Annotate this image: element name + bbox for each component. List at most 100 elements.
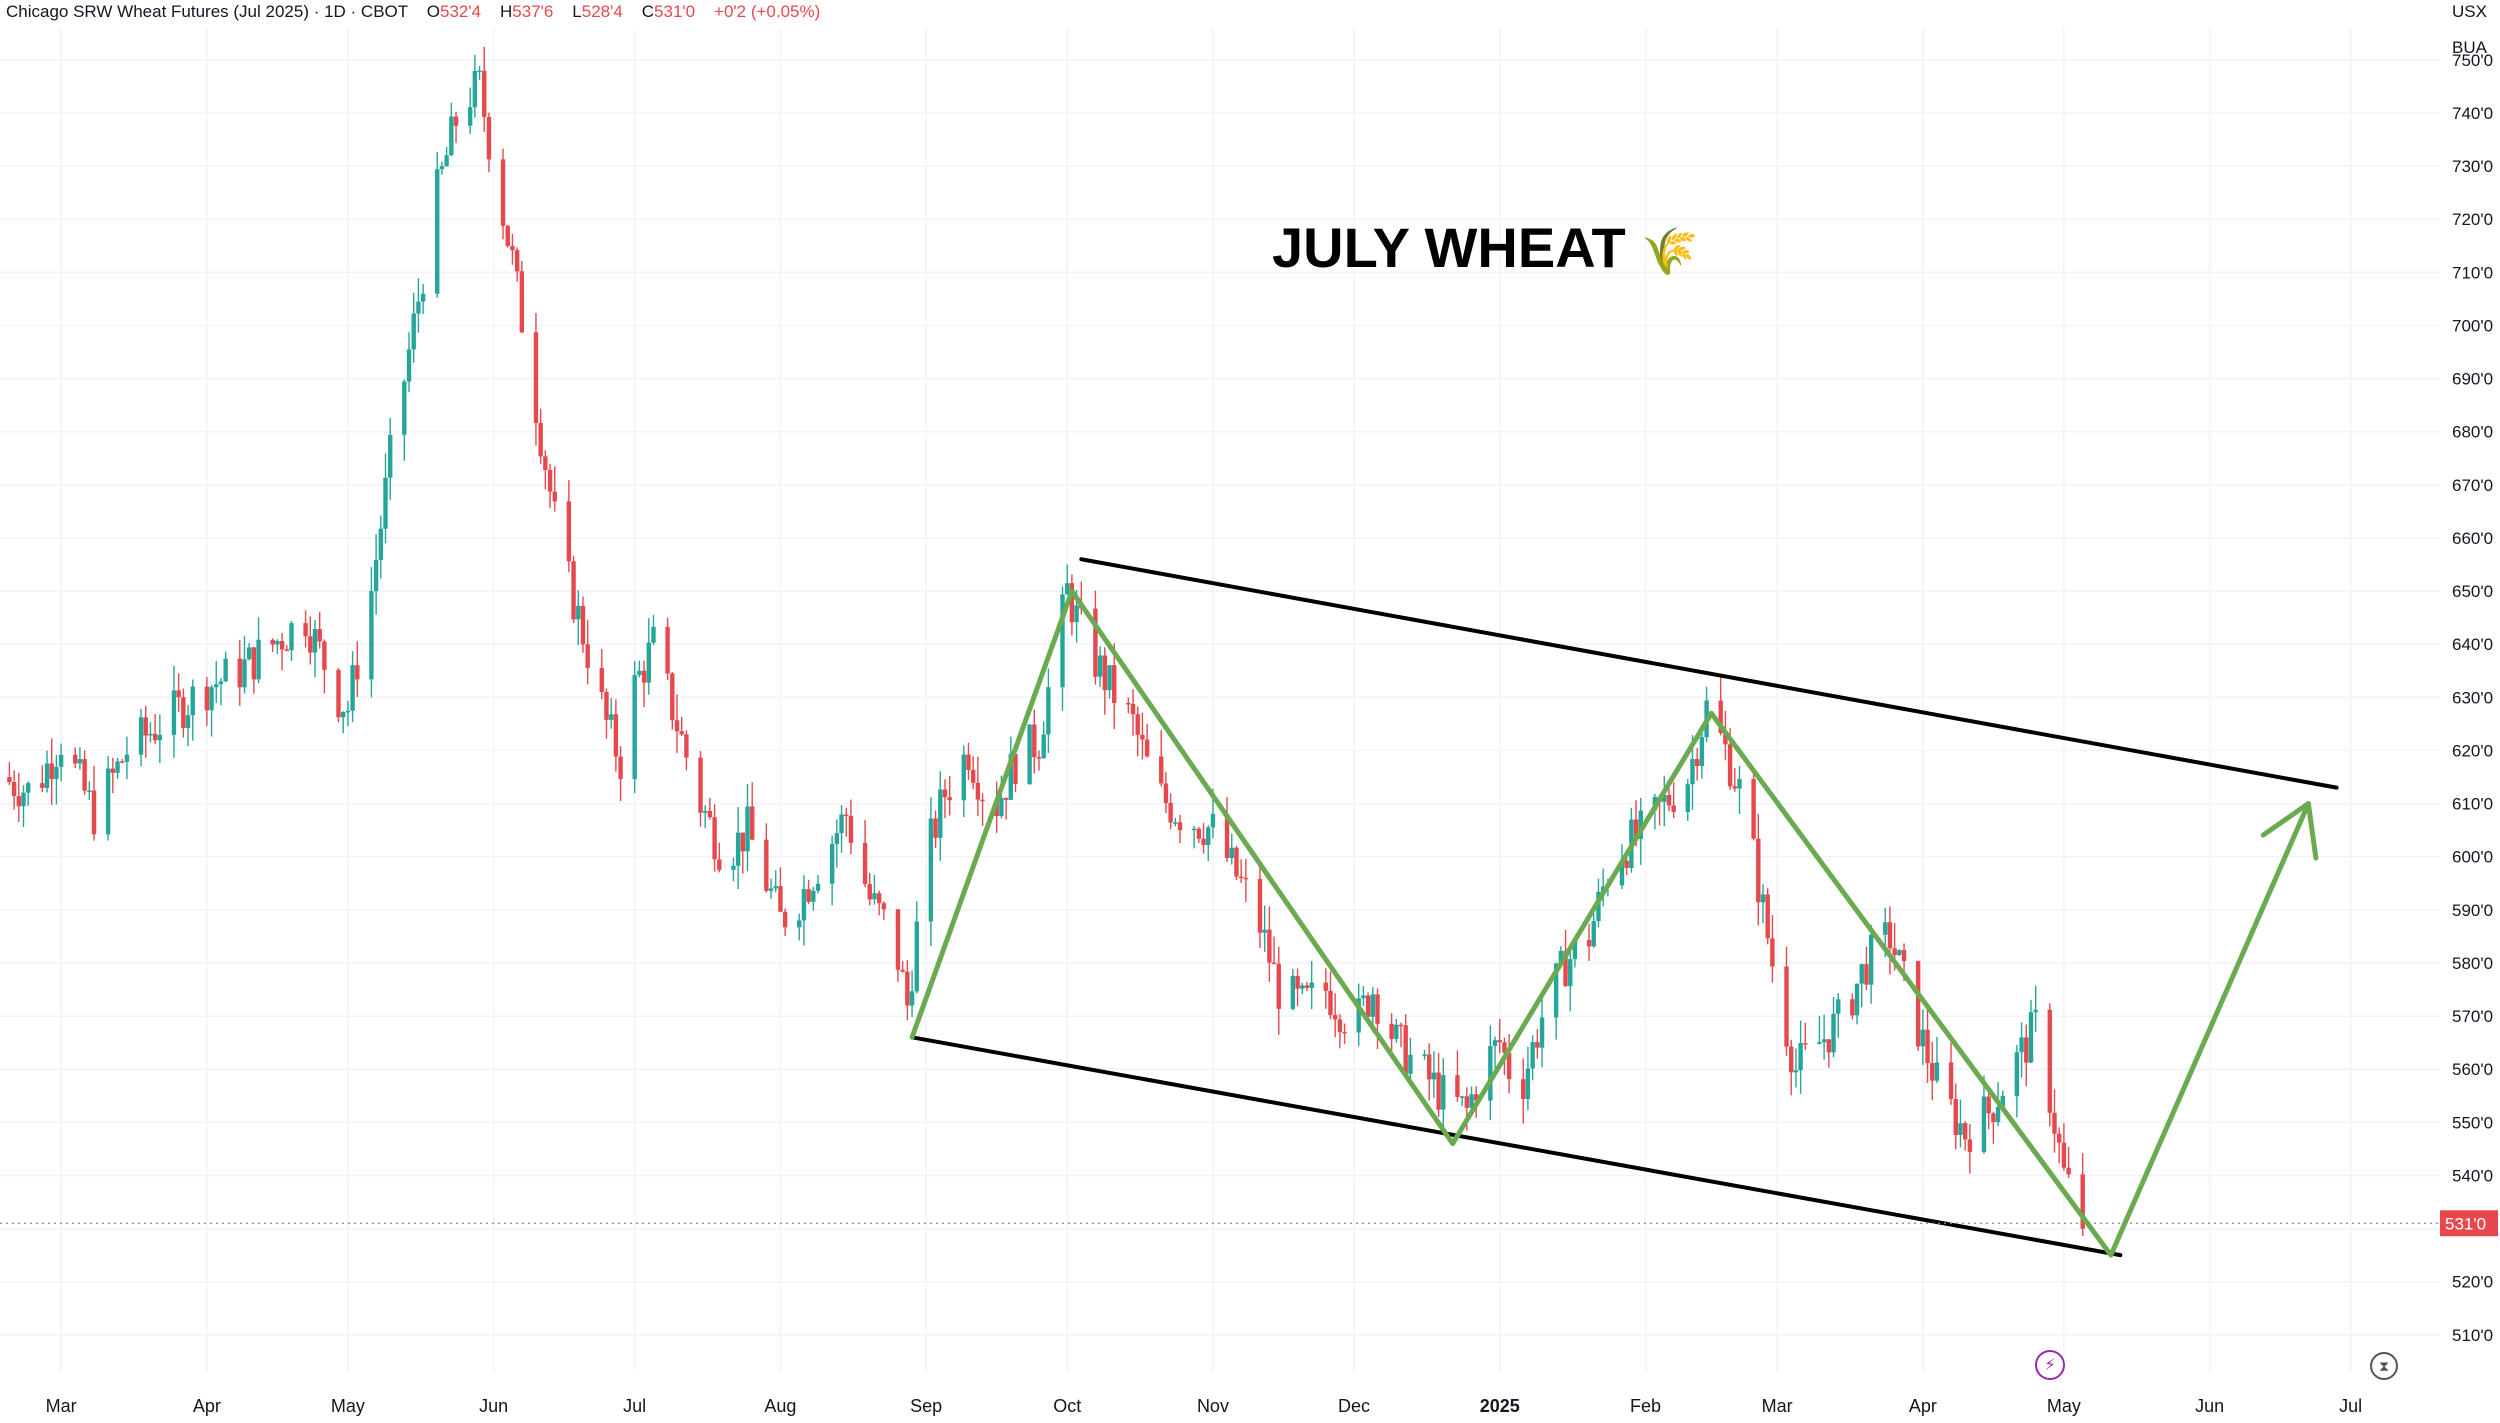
candle-body: [1309, 982, 1314, 988]
candle-body: [618, 756, 623, 780]
y-tick-label: 510'0: [2452, 1326, 2493, 1345]
candle-body: [1568, 959, 1573, 987]
candle-body: [651, 626, 656, 643]
candle-body: [707, 810, 713, 818]
annotation-title[interactable]: JULY WHEAT 🌾: [1272, 215, 1699, 280]
y-tick-label: 610'0: [2452, 795, 2493, 814]
candle-body: [350, 665, 355, 711]
candle-body: [1535, 1042, 1540, 1048]
x-tick-label: Jul: [2339, 1396, 2362, 1416]
last-price-tag: [2440, 1210, 2498, 1237]
candle-body: [2061, 1142, 2067, 1168]
candle-body: [185, 715, 191, 729]
unit-label[interactable]: BUA: [2452, 38, 2487, 57]
candle-body: [1375, 994, 1380, 1024]
candle-body: [1464, 1096, 1470, 1108]
candle-body: [679, 731, 684, 735]
y-tick-label: 740'0: [2452, 104, 2493, 123]
replay-icon[interactable]: ⧗: [2370, 1352, 2398, 1380]
candle-body: [171, 690, 177, 735]
candle-body: [1140, 734, 1145, 740]
candle-body: [670, 673, 675, 721]
candle-body: [613, 714, 619, 757]
candle-body: [1751, 779, 1756, 839]
candle-body: [124, 754, 130, 762]
last-price-tag-label: 531'0: [2445, 1214, 2486, 1233]
y-tick-label: 670'0: [2452, 476, 2493, 495]
candle-body: [1826, 1039, 1832, 1053]
candle-body: [1276, 963, 1281, 1009]
candle-body: [242, 659, 247, 688]
candle-body: [1267, 929, 1272, 963]
candle-body: [336, 669, 341, 718]
change-value: +0'2 (+0.05%): [714, 2, 821, 21]
candle-body: [1596, 891, 1601, 922]
candle-body: [1864, 964, 1869, 985]
candle-body: [768, 888, 774, 891]
candle-body: [303, 623, 308, 637]
y-tick-label: 630'0: [2452, 688, 2493, 707]
candle-body: [237, 658, 242, 688]
y-tick-label: 580'0: [2452, 954, 2493, 973]
candle-body: [1633, 819, 1639, 839]
y-tick-label: 650'0: [2452, 582, 2493, 601]
candle-body: [1821, 1039, 1827, 1043]
candle-body: [1459, 1096, 1465, 1098]
candle-body: [345, 710, 351, 713]
candle-body: [256, 639, 261, 680]
x-tick-label: Jun: [2195, 1396, 2224, 1416]
candle-body: [1784, 966, 1789, 1047]
candle-body: [1831, 1013, 1836, 1053]
candle-body: [1563, 950, 1568, 987]
candle-body: [209, 687, 214, 711]
candle-body: [1224, 813, 1230, 858]
currency-label[interactable]: USX: [2452, 2, 2487, 21]
candle-body: [1732, 786, 1737, 789]
candle-body: [16, 796, 22, 807]
y-tick-label: 590'0: [2452, 901, 2493, 920]
time-axis: Mar Apr May Jun Jul Aug Sep Oct Nov Dec 2025 Feb Mar…: [46, 1396, 2363, 1416]
candle-body: [867, 884, 872, 900]
candle-body: [1694, 759, 1700, 767]
candle-body: [1586, 940, 1592, 947]
candle-body: [373, 559, 379, 592]
candle-body: [1474, 1094, 1479, 1101]
candle-body: [1093, 608, 1098, 677]
candle-body: [585, 644, 590, 668]
candle-body: [2019, 1037, 2024, 1053]
candle-body: [684, 734, 689, 758]
candle-body: [514, 250, 520, 272]
candle-body: [1662, 794, 1667, 802]
candle-body: [900, 969, 905, 972]
x-tick-label: Jun: [479, 1396, 508, 1416]
candle-body: [505, 225, 510, 246]
candle-body: [152, 733, 158, 741]
candle-body: [1130, 704, 1136, 715]
candle-body: [58, 754, 64, 767]
y-tick-label: 700'0: [2452, 316, 2493, 335]
candle-body: [1901, 950, 1907, 962]
candle-body: [538, 422, 543, 457]
candle-body: [698, 757, 703, 813]
candle-body: [566, 501, 572, 562]
candle-body: [1591, 921, 1596, 947]
y-tick-label: 660'0: [2452, 529, 2493, 548]
candle-body: [11, 782, 17, 797]
candle-body: [439, 166, 445, 170]
candle-body: [246, 647, 252, 660]
candle-body: [1770, 938, 1775, 967]
candle-body: [1238, 876, 1244, 879]
candle-body: [1958, 1123, 1963, 1135]
candle-body: [1300, 985, 1305, 989]
low-value: 528'4: [581, 2, 623, 21]
annotation-title-text: JULY WHEAT: [1272, 216, 1626, 279]
flash-icon[interactable]: ⚡: [2035, 1350, 2065, 1380]
y-tick-label: 640'0: [2452, 635, 2493, 654]
symbol-title[interactable]: Chicago SRW Wheat Futures (Jul 2025) · 1…: [6, 2, 408, 21]
candle-body: [1337, 1019, 1343, 1032]
candle-body: [731, 865, 736, 870]
candle-body: [674, 720, 680, 732]
candle-body: [2014, 1052, 2020, 1096]
